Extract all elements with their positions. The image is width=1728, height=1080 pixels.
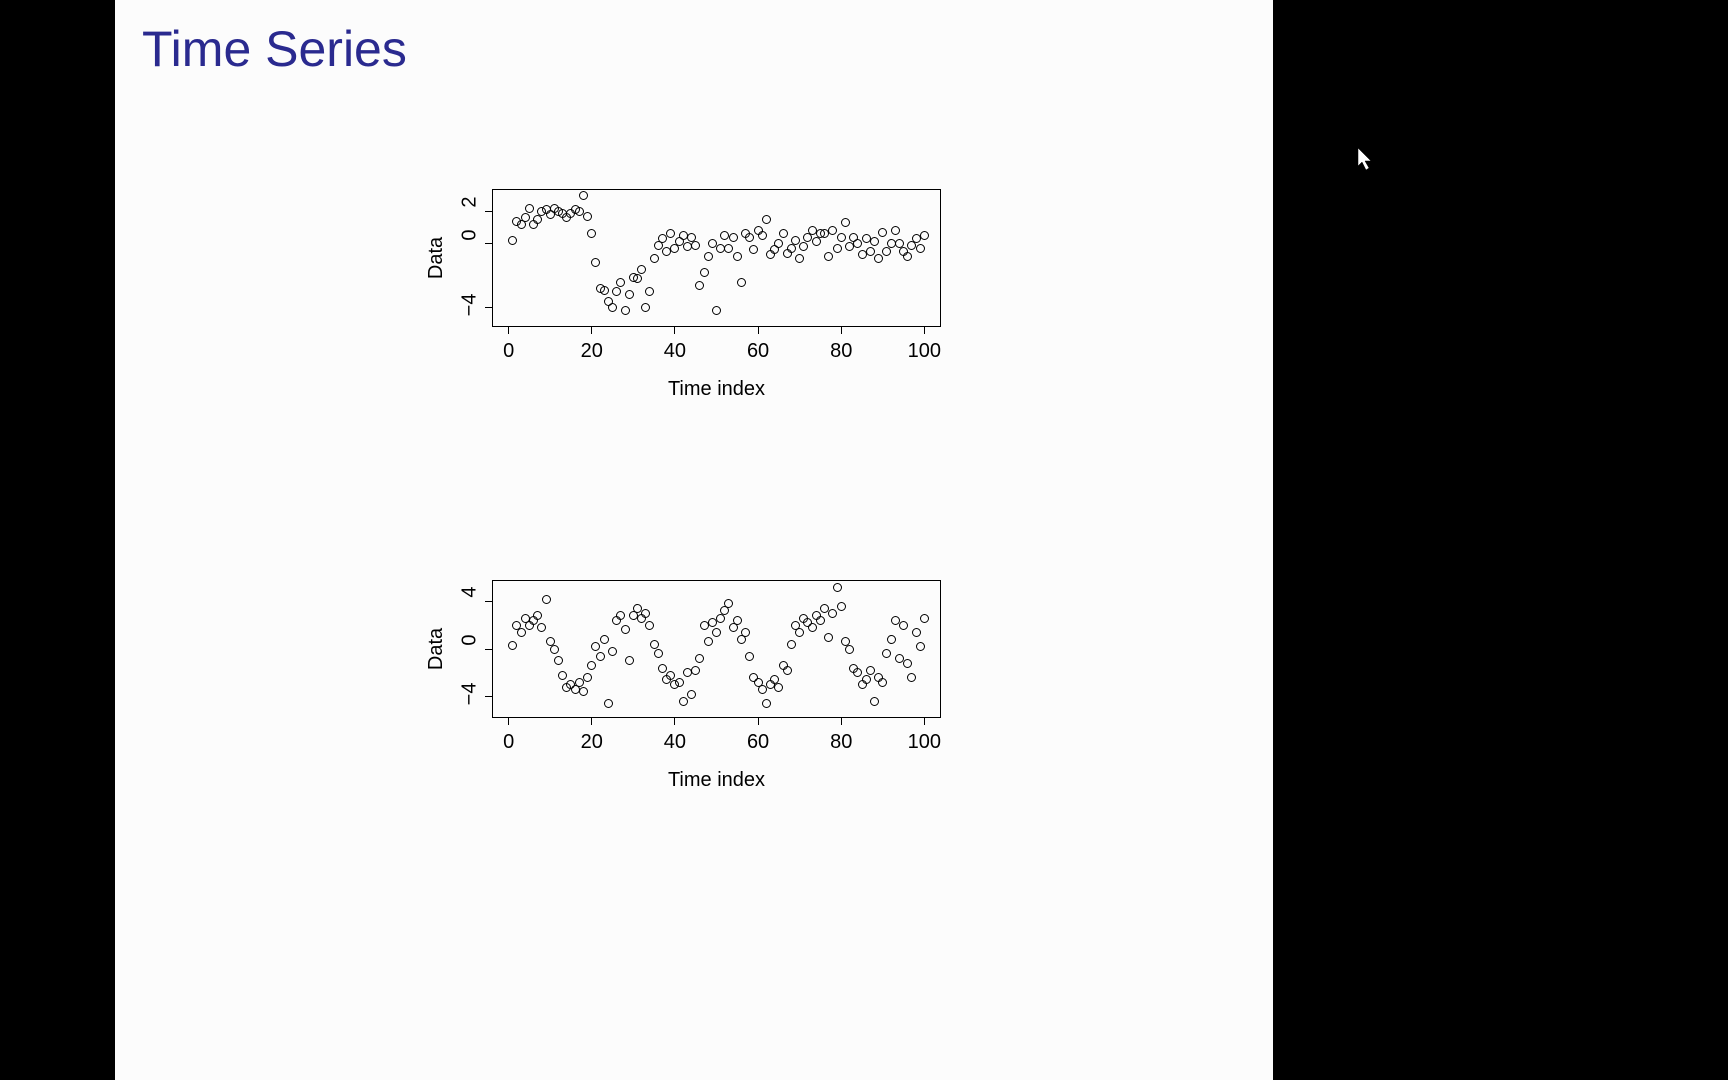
x-axis-label: Time index xyxy=(492,769,941,792)
y-axis-label: Data xyxy=(425,580,448,718)
data-point xyxy=(621,625,630,634)
x-tick-label: 60 xyxy=(728,731,788,754)
data-point xyxy=(870,697,879,706)
data-point xyxy=(675,678,684,687)
data-point xyxy=(845,645,854,654)
y-tick-label: −4 xyxy=(459,682,482,712)
data-point xyxy=(596,652,605,661)
data-point xyxy=(837,602,846,611)
data-point xyxy=(550,645,559,654)
data-point xyxy=(816,616,825,625)
data-point xyxy=(666,671,675,680)
x-tick xyxy=(674,718,675,725)
x-tick xyxy=(924,718,925,725)
data-point xyxy=(704,637,713,646)
data-point xyxy=(558,671,567,680)
data-point xyxy=(808,623,817,632)
data-point xyxy=(899,621,908,630)
data-point xyxy=(920,614,929,623)
x-tick-label: 100 xyxy=(894,731,954,754)
data-point xyxy=(712,628,721,637)
x-tick-label: 20 xyxy=(562,731,622,754)
data-point xyxy=(916,642,925,651)
data-point xyxy=(795,628,804,637)
data-point xyxy=(903,659,912,668)
data-point xyxy=(866,666,875,675)
scatter-chart-bottom: 0 20 40 60 80 100 −4 0 4 Time index Data xyxy=(0,0,1728,1080)
data-point xyxy=(912,628,921,637)
y-tick xyxy=(485,649,492,650)
data-point xyxy=(608,647,617,656)
x-tick-label: 40 xyxy=(645,731,705,754)
data-point xyxy=(787,640,796,649)
data-point xyxy=(658,664,667,673)
data-point xyxy=(517,628,526,637)
y-tick-label: 0 xyxy=(459,635,482,665)
x-tick xyxy=(758,718,759,725)
data-point xyxy=(783,666,792,675)
data-point xyxy=(774,683,783,692)
data-point xyxy=(741,628,750,637)
data-point xyxy=(745,652,754,661)
data-point xyxy=(833,583,842,592)
data-point xyxy=(654,649,663,658)
x-tick-label: 80 xyxy=(811,731,871,754)
y-tick xyxy=(485,601,492,602)
data-point xyxy=(824,633,833,642)
data-point xyxy=(733,616,742,625)
x-tick xyxy=(591,718,592,725)
data-point xyxy=(542,595,551,604)
data-point xyxy=(679,697,688,706)
data-point xyxy=(650,640,659,649)
data-point xyxy=(887,635,896,644)
data-point xyxy=(758,685,767,694)
y-tick-label: 4 xyxy=(459,587,482,617)
y-tick xyxy=(485,696,492,697)
x-tick-label: 0 xyxy=(479,731,539,754)
data-point xyxy=(600,635,609,644)
x-tick xyxy=(841,718,842,725)
x-tick xyxy=(508,718,509,725)
data-point xyxy=(687,690,696,699)
